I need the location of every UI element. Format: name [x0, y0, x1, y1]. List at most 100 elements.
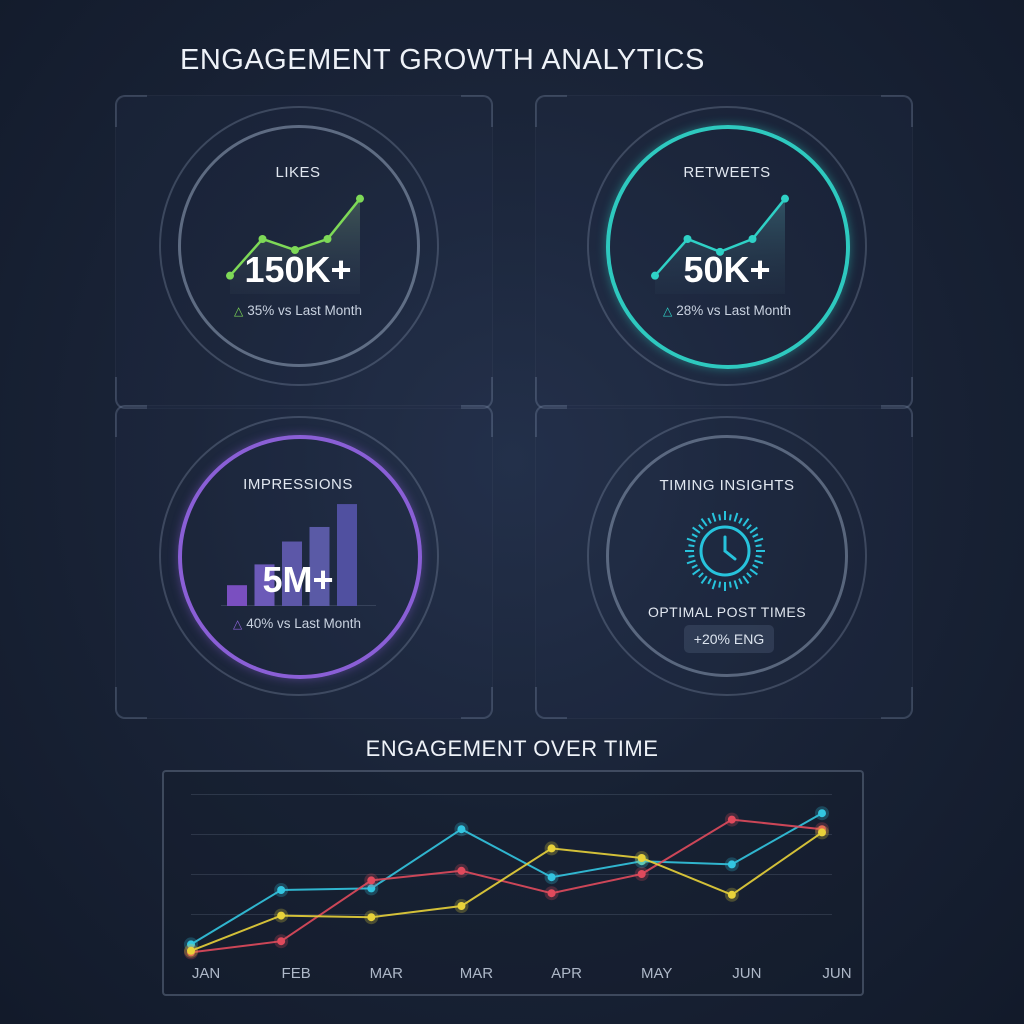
- likes-sparkline-area: [230, 198, 360, 294]
- x-tick-label: FEB: [282, 965, 311, 982]
- retweets-sparkline-point: [748, 235, 757, 243]
- panel-corner: [461, 687, 493, 719]
- impressions-outer-ring: [159, 416, 439, 696]
- retweets-progress-ring: [606, 125, 850, 369]
- clock-ray: [749, 526, 758, 534]
- chart-title: ENGAGEMENT OVER TIME: [365, 736, 659, 761]
- clock-ray: [711, 512, 717, 522]
- series-point: [457, 866, 466, 875]
- clock-icon: [685, 511, 765, 591]
- clock-ray: [692, 526, 701, 534]
- clock-ray: [752, 564, 759, 569]
- impressions-bar: [254, 564, 275, 606]
- retweets-label: RETWEETS: [683, 164, 771, 181]
- series-point: [727, 860, 736, 869]
- panel-corner: [461, 95, 493, 127]
- retweets-card[interactable]: RETWEETS 50K+ △ 28% vs Last Month: [535, 95, 913, 409]
- clock-ray: [688, 554, 695, 558]
- x-tick-label: JUN: [732, 965, 761, 982]
- series-point: [457, 902, 466, 910]
- clock-ray: [692, 568, 701, 576]
- panel-corner: [881, 377, 913, 409]
- series-point: [187, 940, 195, 949]
- panel-corner: [115, 377, 147, 409]
- panel-corner: [461, 405, 493, 437]
- page-title: ENGAGEMENT GROWTH ANALYTICS: [180, 44, 705, 76]
- clock-ray: [749, 568, 758, 576]
- series-line: [190, 831, 823, 952]
- series-point: [727, 890, 736, 899]
- clock-ray: [733, 580, 739, 590]
- clock-ray: [738, 517, 743, 524]
- retweets-sparkline-point: [683, 235, 692, 243]
- impressions-bar: [309, 526, 330, 606]
- panel-corner: [881, 95, 913, 127]
- engagement-line-chart: JAN FEB MAR MAR APR MAY JUN JUN: [184, 794, 852, 982]
- series-point: [277, 911, 286, 920]
- clock-ray: [700, 575, 708, 584]
- clock-ray: [711, 580, 717, 590]
- panel-corner: [881, 405, 913, 437]
- likes-sparkline-point: [258, 235, 267, 243]
- series-point: [367, 884, 376, 893]
- clock-ray: [755, 554, 762, 558]
- likes-sparkline-point: [226, 271, 234, 280]
- likes-card[interactable]: LIKES 150K+ △ 35% vs Last Month: [115, 95, 493, 409]
- x-tick-label: MAY: [641, 965, 672, 982]
- series-point: [637, 854, 646, 862]
- timing-outer-ring: [587, 416, 867, 696]
- clock-ray: [755, 544, 762, 548]
- x-tick-label: APR: [551, 965, 582, 982]
- likes-delta-text: 35% vs Last Month: [247, 303, 363, 318]
- engagement-chart[interactable]: JAN FEB MAR MAR APR MAY JUN JUN: [162, 770, 864, 996]
- clock-ray: [728, 514, 732, 521]
- series-point: [367, 913, 376, 922]
- retweets-delta: △ 28% vs Last Month: [617, 303, 837, 318]
- clock-ray: [700, 518, 708, 527]
- impressions-card[interactable]: IMPRESSIONS 5M+ △ 40% vs Last Month: [115, 405, 493, 719]
- clock-ray: [742, 518, 750, 527]
- clock-ray: [707, 578, 712, 585]
- series-point: [637, 870, 646, 878]
- timing-card[interactable]: TIMING INSIGHTS OPTIMAL POST TIMES +20% …: [535, 405, 913, 719]
- impressions-delta: △ 40% vs Last Month: [187, 616, 407, 631]
- trend-up-icon: △: [662, 304, 673, 318]
- series-point: [187, 946, 195, 955]
- trend-up-icon: △: [232, 617, 243, 631]
- impressions-bar: [282, 541, 302, 606]
- clock-ray: [686, 537, 696, 543]
- series-point: [277, 886, 286, 894]
- likes-value: 150K+: [244, 249, 352, 290]
- likes-outer-ring: [159, 106, 439, 386]
- retweets-sparkline-area: [655, 198, 785, 294]
- clock-ray: [707, 517, 712, 524]
- clock-ray: [688, 544, 695, 548]
- clock-ray: [718, 514, 722, 521]
- x-tick-label: JAN: [192, 965, 220, 982]
- panel-corner: [535, 405, 567, 437]
- panel-corner: [881, 687, 913, 719]
- x-tick-label: MAR: [370, 965, 404, 982]
- panel-corner: [115, 95, 147, 127]
- clock-ray: [742, 575, 750, 584]
- engagement-badge: +20% ENG: [684, 625, 774, 653]
- panel-corner: [461, 377, 493, 409]
- retweets-sparkline-point: [651, 271, 659, 280]
- clock-ray: [754, 537, 764, 543]
- x-tick-label: MAR: [460, 965, 494, 982]
- retweets-delta-text: 28% vs Last Month: [676, 303, 792, 318]
- series-point: [457, 825, 466, 834]
- likes-progress-ring: [178, 125, 420, 367]
- retweets-sparkline: [651, 194, 789, 294]
- trend-up-icon: △: [233, 304, 244, 318]
- clock-ray: [718, 581, 722, 588]
- panel-corner: [535, 687, 567, 719]
- series-point: [547, 844, 556, 853]
- likes-sparkline-point: [291, 246, 299, 254]
- likes-sparkline-point: [356, 194, 364, 203]
- timing-caption: OPTIMAL POST TIMES: [647, 604, 807, 620]
- clock-ray: [728, 581, 732, 588]
- timing-label: TIMING INSIGHTS: [659, 477, 795, 494]
- panel-corner: [115, 687, 147, 719]
- likes-delta: △ 35% vs Last Month: [188, 303, 408, 318]
